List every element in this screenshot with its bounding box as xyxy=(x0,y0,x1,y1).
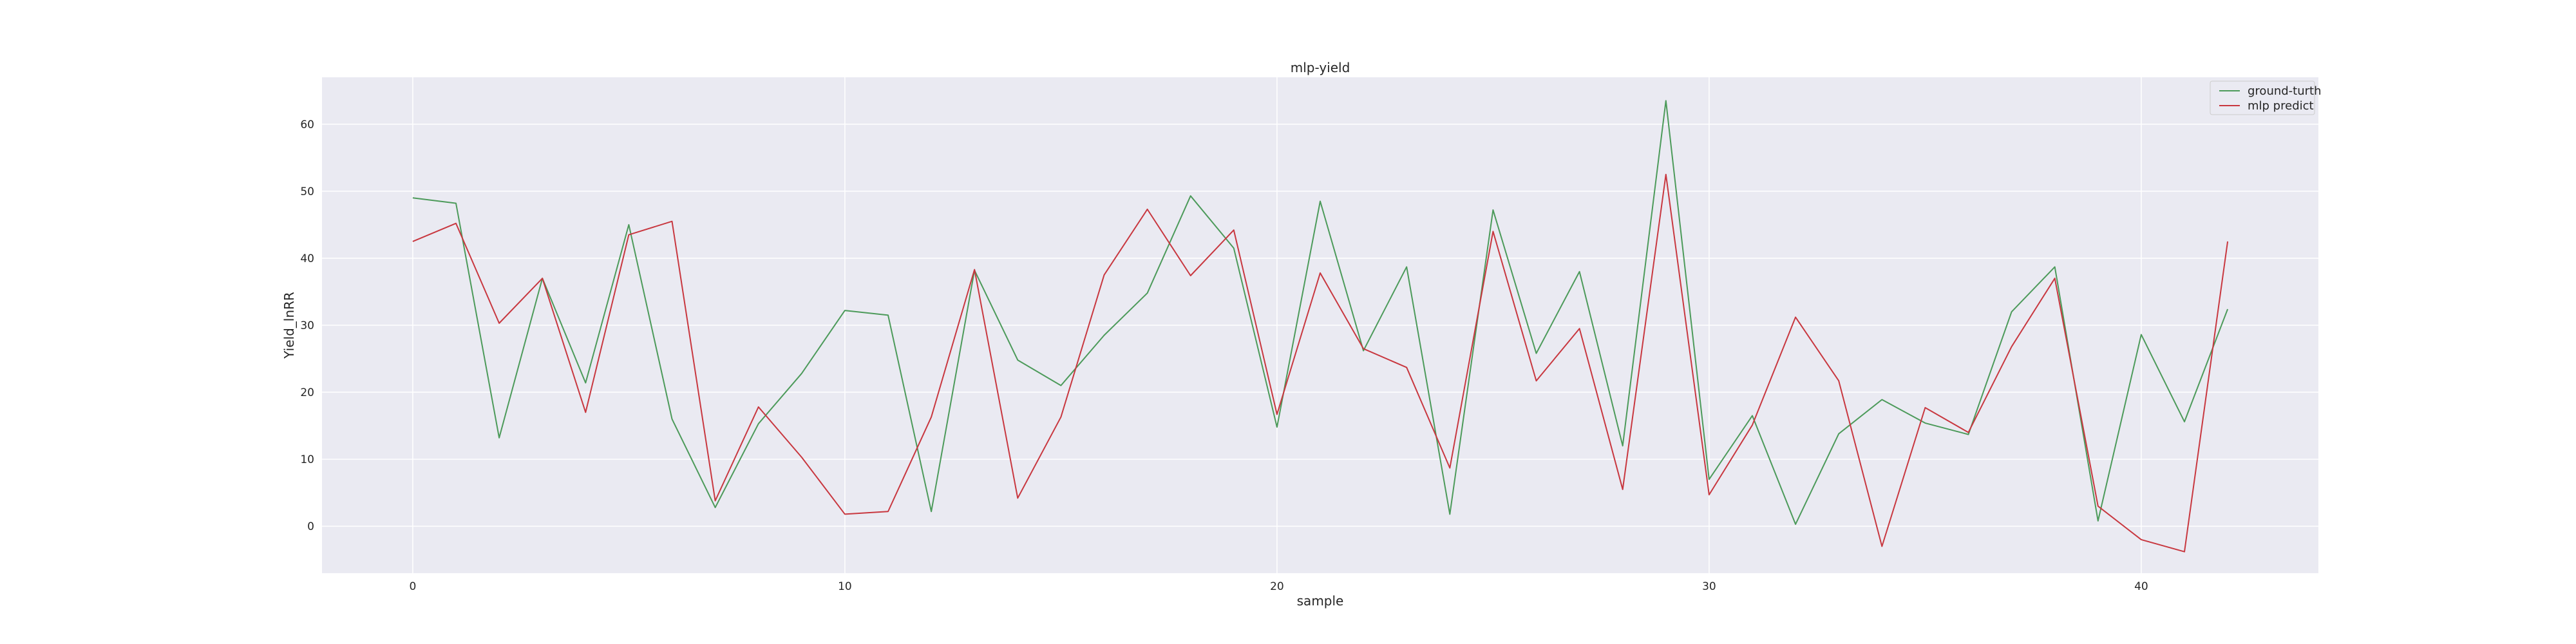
series-line-ground-turth xyxy=(412,100,2229,526)
x-tick-label: 0 xyxy=(409,580,416,593)
legend-label-mlp-predict: mlp predict xyxy=(2248,99,2314,113)
x-tick-labels: 0 10 20 30 40 xyxy=(409,580,2148,593)
series-line-mlp-predict xyxy=(412,173,2229,553)
y-axis-label: Yield_lnRR xyxy=(281,292,297,359)
legend: ground-turth mlp predict xyxy=(2210,80,2322,115)
chart-title: mlp-yield xyxy=(1291,60,1350,75)
x-tick-label: 20 xyxy=(1270,580,1284,593)
y-tick-label: 30 xyxy=(300,319,314,332)
y-tick-label: 40 xyxy=(300,252,314,265)
y-tick-label: 20 xyxy=(300,386,314,399)
x-tick-label: 30 xyxy=(1702,580,1716,593)
legend-label-ground-turth: ground-turth xyxy=(2248,84,2322,98)
gridlines xyxy=(322,77,2318,573)
y-tick-label: 10 xyxy=(300,453,314,466)
y-tick-label: 60 xyxy=(300,118,314,131)
y-tick-label: 50 xyxy=(300,185,314,198)
y-tick-labels: 0 10 20 30 40 50 60 xyxy=(300,118,314,533)
x-tick-label: 10 xyxy=(838,580,852,593)
x-tick-label: 40 xyxy=(2134,580,2148,593)
x-axis-label: sample xyxy=(1297,593,1344,609)
series-lines xyxy=(412,100,2229,553)
y-tick-label: 0 xyxy=(307,520,314,533)
